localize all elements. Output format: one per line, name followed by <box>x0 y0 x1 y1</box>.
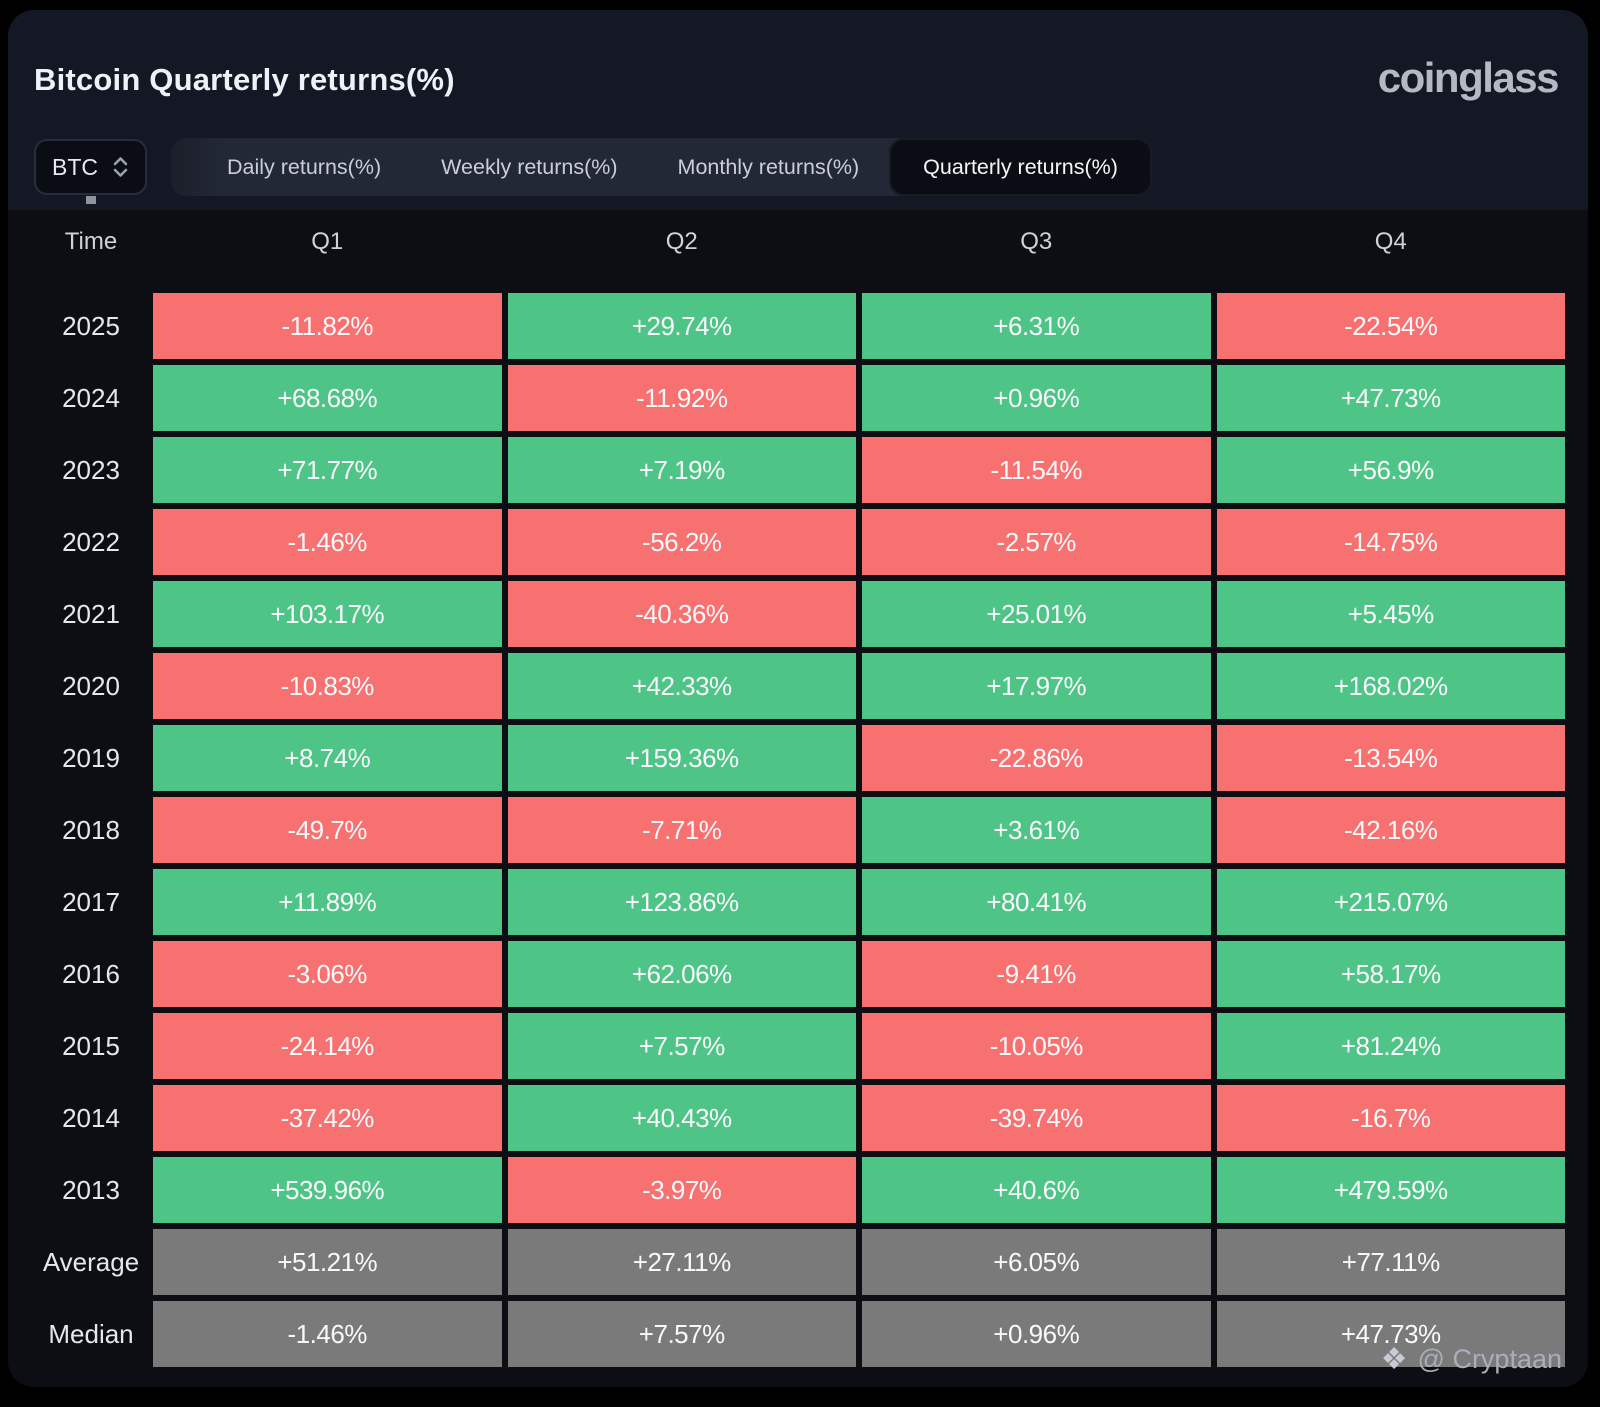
footer-credit: ❖ @ Cryptaan <box>1381 1344 1562 1375</box>
return-cell: +7.57% <box>504 1010 859 1082</box>
return-cell: -7.71% <box>504 794 859 866</box>
column-header: Q1 <box>311 228 344 255</box>
row-label: Median <box>48 1318 134 1349</box>
return-cell: +5.45% <box>1213 578 1568 650</box>
column-header: Time <box>64 228 118 255</box>
row-label: 2016 <box>62 958 120 989</box>
row-label: 2018 <box>62 814 120 845</box>
return-cell: +51.21% <box>150 1226 505 1298</box>
return-cell: -24.14% <box>150 1010 505 1082</box>
return-cell: +11.89% <box>150 866 505 938</box>
row-label: 2014 <box>62 1102 120 1133</box>
return-cell: +58.17% <box>1213 938 1568 1010</box>
return-cell: -42.16% <box>1213 794 1568 866</box>
returns-grid: Time Q1 Q2 Q3 Q4 2025 -11.82% +29.74% +6.31% -22.… <box>32 218 1568 1370</box>
return-cell: +40.43% <box>504 1082 859 1154</box>
return-cell: -16.7% <box>1213 1082 1568 1154</box>
return-cell: +17.97% <box>859 650 1214 722</box>
return-cell: -11.54% <box>859 434 1214 506</box>
chevron-up-down-icon <box>113 157 128 177</box>
return-cell: -22.86% <box>859 722 1214 794</box>
return-cell: +80.41% <box>859 866 1214 938</box>
tab-bar: Daily returns(%) Weekly returns(%) Monthly… <box>171 138 1152 196</box>
return-cell: +47.73% <box>1213 362 1568 434</box>
return-cell: -10.05% <box>859 1010 1214 1082</box>
return-cell: -37.42% <box>150 1082 505 1154</box>
return-cell: +6.05% <box>859 1226 1214 1298</box>
return-cell: -11.82% <box>150 290 505 362</box>
credit-text: @ Cryptaan <box>1417 1344 1562 1374</box>
return-cell: +77.11% <box>1213 1226 1568 1298</box>
tab-daily-returns[interactable]: Daily returns(%) <box>227 154 382 179</box>
row-label: 2017 <box>62 886 120 917</box>
return-cell: +0.96% <box>859 362 1214 434</box>
return-cell: -56.2% <box>504 506 859 578</box>
coin-select[interactable]: BTC <box>34 139 147 195</box>
page-title: Bitcoin Quarterly returns(%) <box>34 62 455 97</box>
return-cell: +215.07% <box>1213 866 1568 938</box>
return-cell: +103.17% <box>150 578 505 650</box>
return-cell: +539.96% <box>150 1154 505 1226</box>
return-cell: +47.73% <box>1213 1298 1568 1370</box>
widget-card: Bitcoin Quarterly returns(%) coinglass B… <box>8 10 1588 1387</box>
return-cell: +123.86% <box>504 866 859 938</box>
row-label: 2024 <box>62 382 120 413</box>
return-cell: -49.7% <box>150 794 505 866</box>
return-cell: +71.77% <box>150 434 505 506</box>
row-label: 2013 <box>62 1174 120 1205</box>
return-cell: -14.75% <box>1213 506 1568 578</box>
return-cell: +168.02% <box>1213 650 1568 722</box>
controls-row: BTC Daily returns(%) Weekly returns(%) Mon… <box>34 138 1588 204</box>
table-zone: Time Q1 Q2 Q3 Q4 2025 -11.82% +29.74% +6.31% -22.… <box>8 210 1588 1387</box>
tab-monthly-returns[interactable]: Monthly returns(%) <box>677 154 860 179</box>
return-cell: +3.61% <box>859 794 1214 866</box>
tab-weekly-returns[interactable]: Weekly returns(%) <box>441 154 618 179</box>
row-label: 2021 <box>62 598 120 629</box>
return-cell: -9.41% <box>859 938 1214 1010</box>
return-cell: +0.96% <box>859 1298 1214 1370</box>
return-cell: -1.46% <box>150 1298 505 1370</box>
column-header: Q4 <box>1374 228 1407 255</box>
row-label: 2019 <box>62 742 120 773</box>
return-cell: -2.57% <box>859 506 1214 578</box>
row-label: 2020 <box>62 670 120 701</box>
return-cell: -39.74% <box>859 1082 1214 1154</box>
return-cell: +8.74% <box>150 722 505 794</box>
return-cell: -10.83% <box>150 650 505 722</box>
row-label: 2015 <box>62 1030 120 1061</box>
column-header: Q3 <box>1020 228 1053 255</box>
scrollbar-thumb[interactable] <box>86 196 96 204</box>
return-cell: +29.74% <box>504 290 859 362</box>
return-cell: +7.19% <box>504 434 859 506</box>
row-label: 2025 <box>62 310 120 341</box>
row-label: 2022 <box>62 526 120 557</box>
return-cell: +479.59% <box>1213 1154 1568 1226</box>
return-cell: -40.36% <box>504 578 859 650</box>
return-cell: +62.06% <box>504 938 859 1010</box>
return-cell: +42.33% <box>504 650 859 722</box>
return-cell: +56.9% <box>1213 434 1568 506</box>
tab-quarterly-returns[interactable]: Quarterly returns(%) <box>889 138 1152 196</box>
return-cell: -13.54% <box>1213 722 1568 794</box>
coin-select-value: BTC <box>52 153 98 180</box>
coinglass-logo: coinglass <box>1377 54 1560 101</box>
return-cell: +159.36% <box>504 722 859 794</box>
return-cell: +27.11% <box>504 1226 859 1298</box>
return-cell: +40.6% <box>859 1154 1214 1226</box>
return-cell: -3.06% <box>150 938 505 1010</box>
card-header: Bitcoin Quarterly returns(%) coinglass <box>8 10 1588 101</box>
return-cell: -11.92% <box>504 362 859 434</box>
row-label: Average <box>42 1246 140 1277</box>
return-cell: +6.31% <box>859 290 1214 362</box>
return-cell: +81.24% <box>1213 1010 1568 1082</box>
return-cell: +7.57% <box>504 1298 859 1370</box>
return-cell: -1.46% <box>150 506 505 578</box>
return-cell: +25.01% <box>859 578 1214 650</box>
row-label: 2023 <box>62 454 120 485</box>
return-cell: +68.68% <box>150 362 505 434</box>
binance-diamond-icon: ❖ <box>1380 1342 1408 1376</box>
column-header: Q2 <box>665 228 698 255</box>
return-cell: -22.54% <box>1213 290 1568 362</box>
return-cell: -3.97% <box>504 1154 859 1226</box>
